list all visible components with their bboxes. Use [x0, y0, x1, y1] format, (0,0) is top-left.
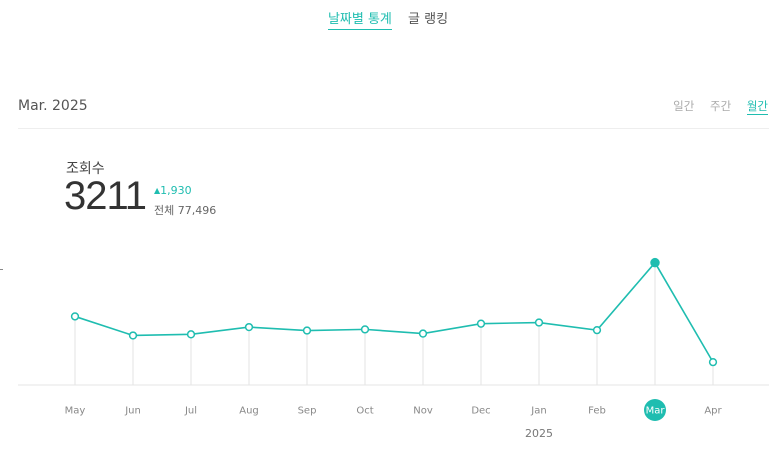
period-monthly[interactable]: 월간 — [746, 99, 768, 115]
x-tick-label: Mar — [646, 406, 666, 417]
views-title: 조회수 — [66, 161, 105, 177]
data-point — [534, 318, 544, 327]
data-point — [708, 357, 718, 367]
x-tick-label: Jul — [184, 406, 197, 417]
x-tick-label: Dec — [471, 406, 490, 417]
x-tick-label: Sep — [298, 406, 317, 417]
period-daily[interactable]: 일간 — [673, 99, 695, 113]
data-point-selected — [650, 257, 660, 268]
tab-post-ranking[interactable]: 글 랭킹 — [408, 12, 449, 27]
data-point — [128, 331, 138, 340]
x-tick-label: Jun — [124, 406, 141, 417]
data-point — [186, 330, 196, 339]
x-tick-label: Oct — [356, 406, 373, 417]
x-year-label: 2025 — [525, 427, 553, 440]
data-point — [244, 322, 254, 332]
x-tick-label: Apr — [704, 406, 722, 417]
data-point — [360, 325, 370, 334]
views-delta: ▲1,930 — [154, 184, 192, 197]
stats-tabs: 날짜별 통계 글 랭킹 — [0, 8, 776, 30]
selected-month-marker — [644, 399, 666, 421]
left-edge-tick — [0, 269, 3, 270]
series-line — [74, 261, 714, 363]
data-point — [476, 319, 486, 328]
views-value: 3211 — [64, 174, 147, 218]
data-point — [418, 329, 428, 338]
x-tick-label: Aug — [239, 406, 259, 417]
data-point — [592, 325, 602, 335]
header-divider — [18, 128, 769, 129]
period-weekly[interactable]: 주간 — [710, 99, 732, 113]
x-tick-label: Nov — [413, 406, 433, 417]
x-tick-label: Feb — [588, 406, 606, 417]
tab-date-stats[interactable]: 날짜별 통계 — [327, 8, 392, 30]
period-selector: 일간 주간 월간 — [661, 98, 768, 115]
views-total: 전체 77,496 — [154, 204, 217, 217]
up-arrow-icon: ▲ — [154, 186, 161, 195]
data-point — [302, 326, 312, 335]
data-point — [70, 312, 80, 321]
x-tick-label: Jan — [530, 406, 546, 417]
x-tick-label: May — [65, 406, 86, 417]
views-delta-value: 1,930 — [160, 184, 192, 197]
period-label: Mar. 2025 — [18, 98, 88, 114]
